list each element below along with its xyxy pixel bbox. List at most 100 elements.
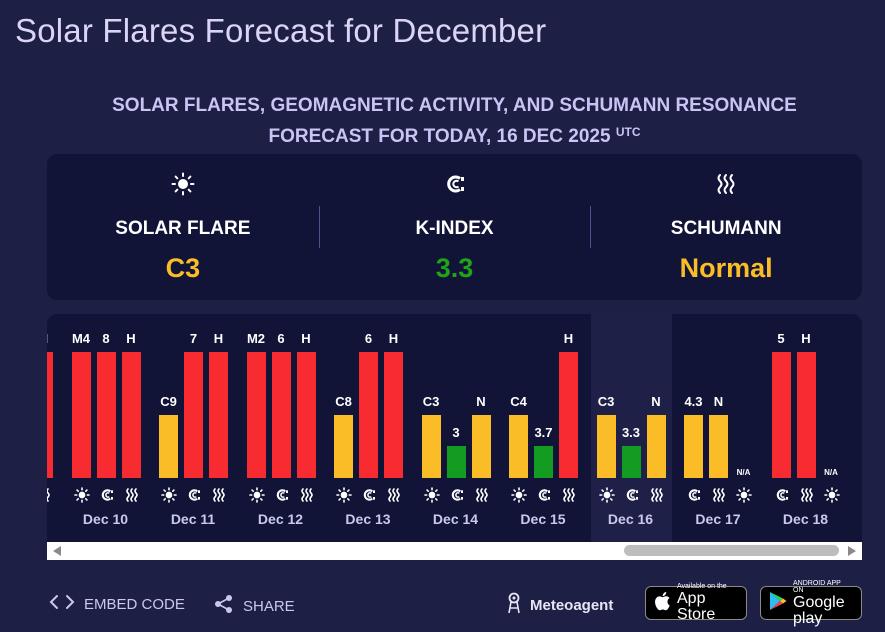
day-label-dec-15: Dec 15 <box>520 511 566 527</box>
meteoagent-logo-icon <box>506 592 522 618</box>
google-play-big: Google play <box>793 593 845 627</box>
bar-value-label: M4 <box>71 331 91 346</box>
chart-bar <box>359 352 378 478</box>
bar-value-label: 6 <box>364 331 373 346</box>
magnet-icon <box>319 172 591 196</box>
chart-bar <box>421 415 441 478</box>
wave-icon <box>299 487 315 503</box>
code-icon <box>49 594 75 614</box>
google-play-icon <box>769 591 787 616</box>
magnet-icon <box>186 487 202 503</box>
bar-value-label: 3 <box>452 425 460 440</box>
summary-label: SOLAR FLARE <box>115 218 251 239</box>
chart-bar <box>271 352 291 478</box>
bar-value-label: N <box>476 394 486 409</box>
chart-bar <box>534 446 553 478</box>
summary-panel: SOLAR FLARE C3 K-INDEX 3.3 SCHUMANN Norm… <box>47 154 862 300</box>
summary-label: K-INDEX <box>415 218 494 239</box>
wave-icon <box>799 487 815 503</box>
sun-icon <box>47 172 319 196</box>
chart-bar <box>446 446 466 478</box>
chart-bar <box>334 415 353 478</box>
bar-value-label: H <box>563 331 574 346</box>
embed-code-label: EMBED CODE <box>84 595 185 613</box>
sun-icon <box>423 487 440 503</box>
chart-bar <box>796 352 816 478</box>
sun-icon <box>336 487 352 503</box>
magnet-icon <box>274 487 290 503</box>
timezone-label: UTC <box>615 125 641 139</box>
bar-value-label: 8 <box>102 331 110 346</box>
bar-value-label: H <box>388 331 399 346</box>
embed-code-button[interactable]: EMBED CODE <box>49 594 185 614</box>
meteoagent-brand[interactable]: Meteoagent <box>506 592 613 618</box>
bar-value-label: C3 <box>597 394 615 409</box>
share-button[interactable]: SHARE <box>214 594 295 618</box>
wave-icon <box>124 487 140 503</box>
horizontal-scrollbar[interactable] <box>47 542 862 560</box>
bar-value-label: M2 <box>246 331 266 346</box>
magnet-icon <box>774 487 790 503</box>
chart-bar <box>559 352 578 478</box>
day-label-dec-16: Dec 16 <box>607 511 654 527</box>
google-play-button[interactable]: ANDROID APP ON Google play <box>760 580 862 626</box>
app-store-button[interactable]: Available on the App Store <box>645 583 747 623</box>
summary-k-index: K-INDEX 3.3 <box>318 154 591 300</box>
bar-value-label: H <box>47 331 61 346</box>
subtitle-line-2: FORECAST FOR TODAY, 16 DEC 2025 <box>268 126 611 147</box>
chart-bar <box>209 352 228 478</box>
magnet-icon <box>449 487 465 503</box>
day-label-dec-11: Dec 11 <box>170 511 216 527</box>
wave-icon <box>474 487 490 503</box>
bar-value-label: H <box>213 331 224 346</box>
app-store-big: App Store <box>677 590 716 623</box>
wave-icon <box>590 172 862 196</box>
scroll-left-icon[interactable] <box>53 546 61 556</box>
summary-value: Normal <box>679 253 773 283</box>
bar-value-label: H <box>126 331 136 346</box>
day-label-dec-13: Dec 13 <box>345 511 391 527</box>
magnet-icon <box>686 487 702 503</box>
chart-bar <box>71 352 91 478</box>
bar-value-label: C9 <box>160 394 177 409</box>
wave-icon <box>386 487 402 503</box>
bar-value-label: 3.3 <box>621 425 641 440</box>
bar-value-label: H <box>801 331 811 346</box>
scroll-thumb[interactable] <box>624 545 839 556</box>
wave-icon <box>649 487 665 503</box>
chart-bar <box>47 352 53 478</box>
magnet-icon <box>536 487 552 503</box>
summary-label: SCHUMANN <box>670 218 782 239</box>
wave-icon <box>561 487 577 503</box>
forecast-subtitle: SOLAR FLARES, GEOMAGNETIC ACTIVITY, AND … <box>47 92 862 150</box>
google-play-small: ANDROID APP ON <box>793 579 841 594</box>
sun-icon <box>73 487 90 503</box>
chart-bar <box>771 352 791 478</box>
chart-bar <box>121 352 141 478</box>
bar-value-label: H <box>301 331 311 346</box>
day-label-dec-17: Dec 17 <box>695 511 741 527</box>
summary-solar-flare: SOLAR FLARE C3 <box>47 154 319 300</box>
bar-value-label: N/A <box>736 468 751 477</box>
wave-icon <box>47 487 52 503</box>
summary-schumann: SCHUMANN Normal <box>590 154 862 300</box>
chart-bar <box>96 352 116 478</box>
google-play-text: ANDROID APP ON Google play <box>793 580 853 627</box>
chart-bar <box>159 415 178 478</box>
apple-icon <box>654 591 671 616</box>
bar-value-label: 7 <box>189 331 198 346</box>
sun-icon <box>248 487 265 503</box>
bar-value-label: C4 <box>510 394 527 409</box>
chart-bar <box>471 415 491 478</box>
app-store-text: Available on the App Store <box>677 583 738 623</box>
page-title: Solar Flares Forecast for December <box>15 12 547 49</box>
sun-icon <box>161 487 177 503</box>
day-label-dec-12: Dec 12 <box>257 511 304 527</box>
chart-bar <box>246 352 266 478</box>
chart-bar <box>646 415 666 478</box>
bar-value-label: 6 <box>277 331 285 346</box>
bar-value-label: N/A <box>824 468 838 477</box>
bar-value-label: C8 <box>335 394 352 409</box>
scroll-right-icon[interactable] <box>848 546 856 556</box>
